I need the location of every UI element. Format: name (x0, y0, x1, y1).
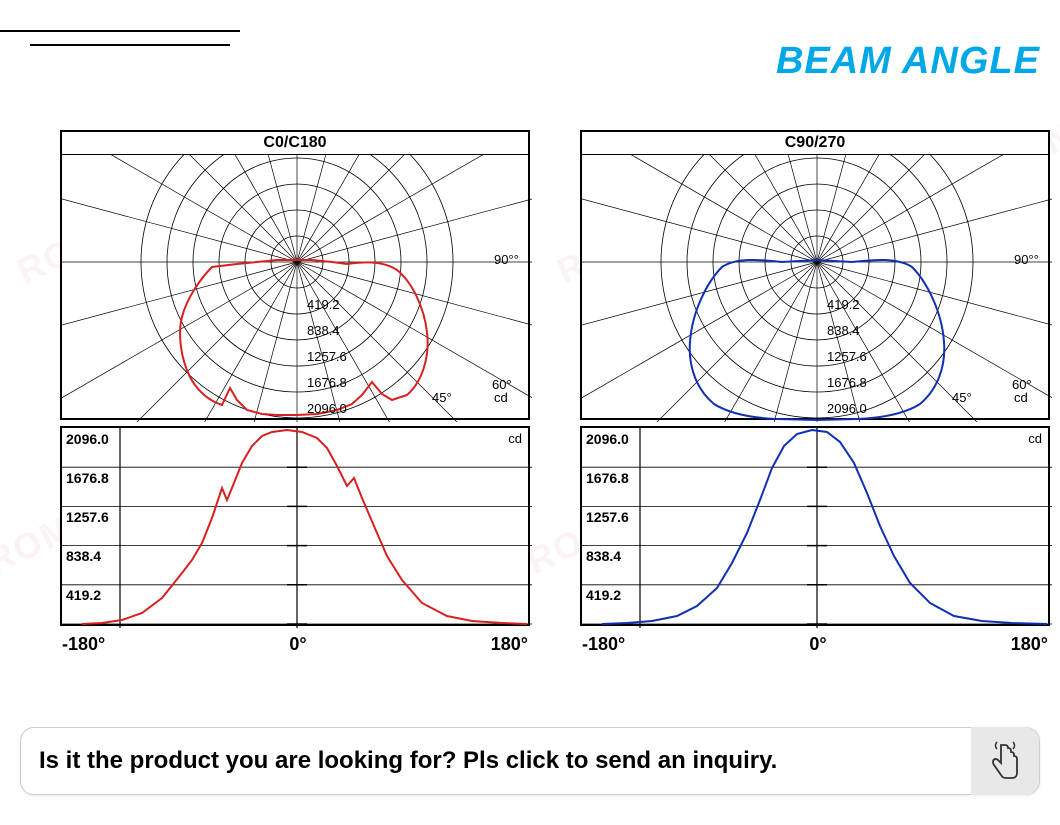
polar-svg-left (62, 132, 532, 422)
cartesian-chart-left: 2096.0 1676.8 1257.6 838.4 419.2 cd (60, 426, 530, 626)
x-axis-labels-right: -180° 0° 180° (580, 634, 1050, 655)
polar-chart-right: C90/270 419.2 838.4 1257.6 1676.8 2096.0… (580, 130, 1050, 420)
unit-label: cd (494, 390, 508, 405)
tap-icon[interactable] (971, 727, 1039, 795)
y-tick: 1257.6 (66, 509, 109, 525)
y-tick: 1676.8 (586, 470, 629, 486)
y-tick: 2096.0 (586, 431, 629, 447)
unit-label: cd (1014, 390, 1028, 405)
x-tick: 180° (491, 634, 528, 655)
charts-container: C0/C180 419.2 838.4 1257.6 1676.8 2096.0… (60, 130, 1050, 655)
page-title: BEAM ANGLE (776, 40, 1040, 83)
cta-text: Is it the product you are looking for? P… (39, 747, 971, 775)
cartesian-chart-right: 2096.0 1676.8 1257.6 838.4 419.2 cd (580, 426, 1050, 626)
y-tick: 838.4 (66, 548, 101, 564)
header-decoration (0, 30, 240, 46)
x-tick: -180° (62, 634, 105, 655)
cart-svg-right (582, 428, 1052, 628)
angle-label: 90°° (1014, 252, 1039, 267)
x-tick: 0° (809, 634, 826, 655)
y-tick: 419.2 (586, 587, 621, 603)
x-tick: 0° (289, 634, 306, 655)
unit-label: cd (508, 431, 522, 446)
unit-label: cd (1028, 431, 1042, 446)
x-tick: -180° (582, 634, 625, 655)
polar-svg-right (582, 132, 1052, 422)
radial-label: 1676.8 (827, 375, 867, 390)
chart-column-right: C90/270 419.2 838.4 1257.6 1676.8 2096.0… (580, 130, 1050, 655)
y-tick: 1257.6 (586, 509, 629, 525)
x-tick: 180° (1011, 634, 1048, 655)
angle-label: 90°° (494, 252, 519, 267)
cta-bar[interactable]: Is it the product you are looking for? P… (20, 727, 1040, 795)
y-tick: 1676.8 (66, 470, 109, 486)
angle-label: 45° (432, 390, 452, 405)
radial-label: 838.4 (827, 323, 860, 338)
y-tick: 2096.0 (66, 431, 109, 447)
angle-label: 45° (952, 390, 972, 405)
cart-svg-left (62, 428, 532, 628)
radial-label: 1257.6 (827, 349, 867, 364)
radial-label: 1257.6 (307, 349, 347, 364)
radial-label: 419.2 (307, 297, 340, 312)
radial-label: 2096.0 (827, 401, 867, 416)
radial-label: 419.2 (827, 297, 860, 312)
x-axis-labels-left: -180° 0° 180° (60, 634, 530, 655)
radial-label: 838.4 (307, 323, 340, 338)
radial-label: 1676.8 (307, 375, 347, 390)
polar-chart-left: C0/C180 419.2 838.4 1257.6 1676.8 2096.0… (60, 130, 530, 420)
radial-label: 2096.0 (307, 401, 347, 416)
chart-column-left: C0/C180 419.2 838.4 1257.6 1676.8 2096.0… (60, 130, 530, 655)
y-tick: 838.4 (586, 548, 621, 564)
y-tick: 419.2 (66, 587, 101, 603)
